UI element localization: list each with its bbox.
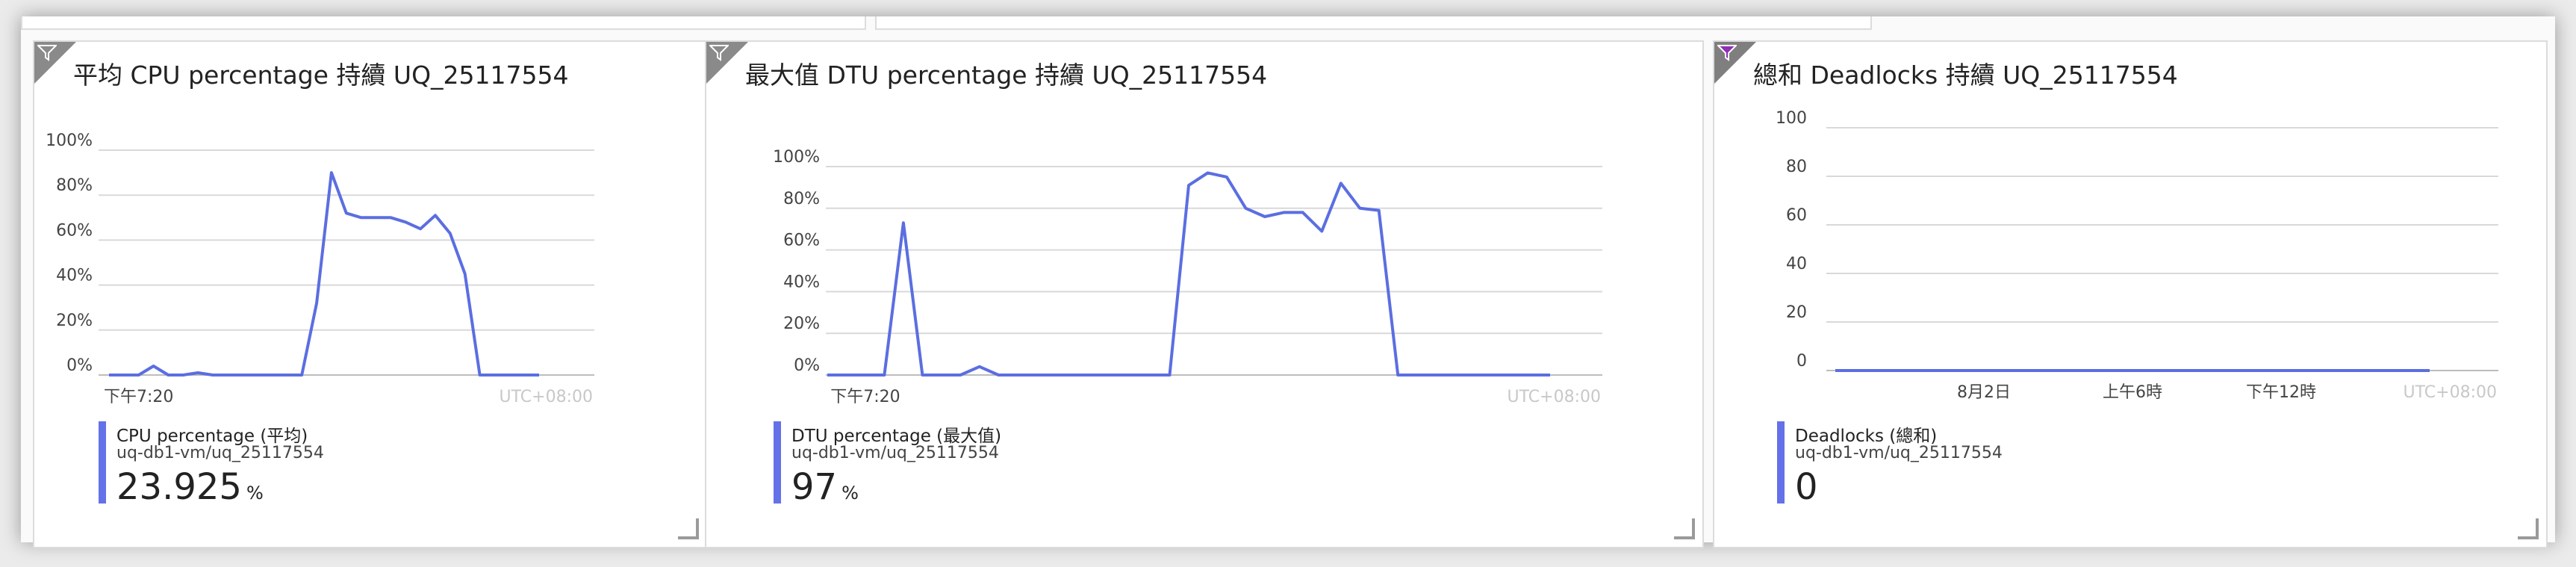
tile-title: 最大值 DTU percentage 持續 UQ_25117554 [745, 61, 1268, 90]
y-tick-label: 80% [56, 176, 93, 195]
timezone-label: UTC+08:00 [1508, 388, 1601, 406]
y-tick-label: 80 [1786, 158, 1807, 176]
y-tick-label: 60% [783, 232, 820, 250]
y-tick-label: 20 [1786, 303, 1807, 322]
upper-tile-edge [21, 16, 866, 30]
cpu-line-chart[interactable]: 0% 20% 40% 60% 80% 100% 下午7:20 UTC+08:00 [34, 42, 706, 415]
legend-resource-label: uq-db1-vm/uq_25117554 [1795, 444, 2003, 462]
legend-value-unit: % [841, 483, 859, 504]
y-tick-label: 80% [783, 190, 820, 208]
x-tick-label: 下午12時 [2246, 383, 2316, 402]
series-line[interactable] [827, 171, 1550, 377]
legend-resource-label: uq-db1-vm/uq_25117554 [116, 444, 324, 462]
y-tick-label: 20% [783, 315, 820, 333]
y-tick-label: 40% [56, 267, 93, 285]
deadlocks-tile[interactable]: 總和 Deadlocks 持續 UQ_25117554 0 20 40 60 80 100… [1713, 40, 2548, 548]
tile-title: 平均 CPU percentage 持續 UQ_25117554 [73, 61, 569, 90]
y-tick-label: 60% [56, 221, 93, 240]
timezone-label: UTC+08:00 [500, 388, 593, 406]
legend-metric-label: CPU percentage (平均) [116, 427, 308, 446]
legend-color-bar [774, 421, 781, 504]
legend-value-unit: % [246, 483, 264, 504]
y-tick-label: 40% [783, 273, 820, 291]
y-tick-label: 100% [773, 148, 820, 167]
resize-handle[interactable] [2518, 518, 2539, 539]
x-tick-label: 8月2日 [1957, 383, 2011, 402]
legend-value: 0 [1795, 466, 1823, 514]
x-tick-label: 下午7:20 [830, 388, 900, 406]
legend-value-number: 97 [791, 466, 838, 508]
dtu-percentage-tile[interactable]: 最大值 DTU percentage 持續 UQ_25117554 0% 20% 4… [705, 40, 1704, 548]
legend-resource-label: uq-db1-vm/uq_25117554 [791, 444, 999, 462]
y-tick-label: 0 [1796, 352, 1807, 371]
deadlocks-line-chart[interactable]: 0 20 40 60 80 100 8月2日 上午6時 下午12時 UTC+08:00 [1714, 42, 2546, 415]
resize-handle[interactable] [678, 518, 699, 539]
series-line[interactable] [109, 171, 539, 377]
dashboard-frame: 平均 CPU percentage 持續 UQ_25117554 0% 20% 40… [21, 16, 2555, 548]
y-tick-label: 0% [66, 356, 93, 375]
tile-title: 總和 Deadlocks 持續 UQ_25117554 [1753, 61, 2178, 90]
legend-color-bar [99, 421, 106, 504]
y-tick-label: 100% [46, 131, 93, 150]
y-tick-label: 0% [794, 356, 820, 375]
y-tick-label: 100 [1776, 109, 1807, 128]
legend-color-bar [1777, 421, 1785, 504]
legend-value-number: 0 [1795, 466, 1818, 508]
upper-tile-edge [875, 16, 1872, 30]
timezone-label: UTC+08:00 [2404, 383, 2497, 402]
y-tick-label: 40 [1786, 255, 1807, 273]
legend-value: 23.925% [116, 466, 264, 514]
x-tick-label: 上午6時 [2103, 383, 2162, 402]
dtu-line-chart[interactable]: 0% 20% 40% 60% 80% 100% 下午7:20 UTC+08:00 [706, 42, 1702, 415]
legend-value-number: 23.925 [116, 466, 242, 508]
legend-value: 97% [791, 466, 859, 514]
cpu-percentage-tile[interactable]: 平均 CPU percentage 持續 UQ_25117554 0% 20% 40… [33, 40, 708, 548]
funnel-icon[interactable] [37, 45, 57, 61]
legend-metric-label: DTU percentage (最大值) [791, 427, 1002, 446]
y-tick-label: 60 [1786, 206, 1807, 225]
funnel-icon[interactable] [709, 45, 729, 61]
x-tick-label: 下午7:20 [104, 388, 173, 406]
funnel-icon[interactable] [1717, 45, 1737, 61]
y-tick-label: 20% [56, 312, 93, 330]
legend-metric-label: Deadlocks (總和) [1795, 427, 1938, 446]
resize-handle[interactable] [1674, 518, 1695, 539]
